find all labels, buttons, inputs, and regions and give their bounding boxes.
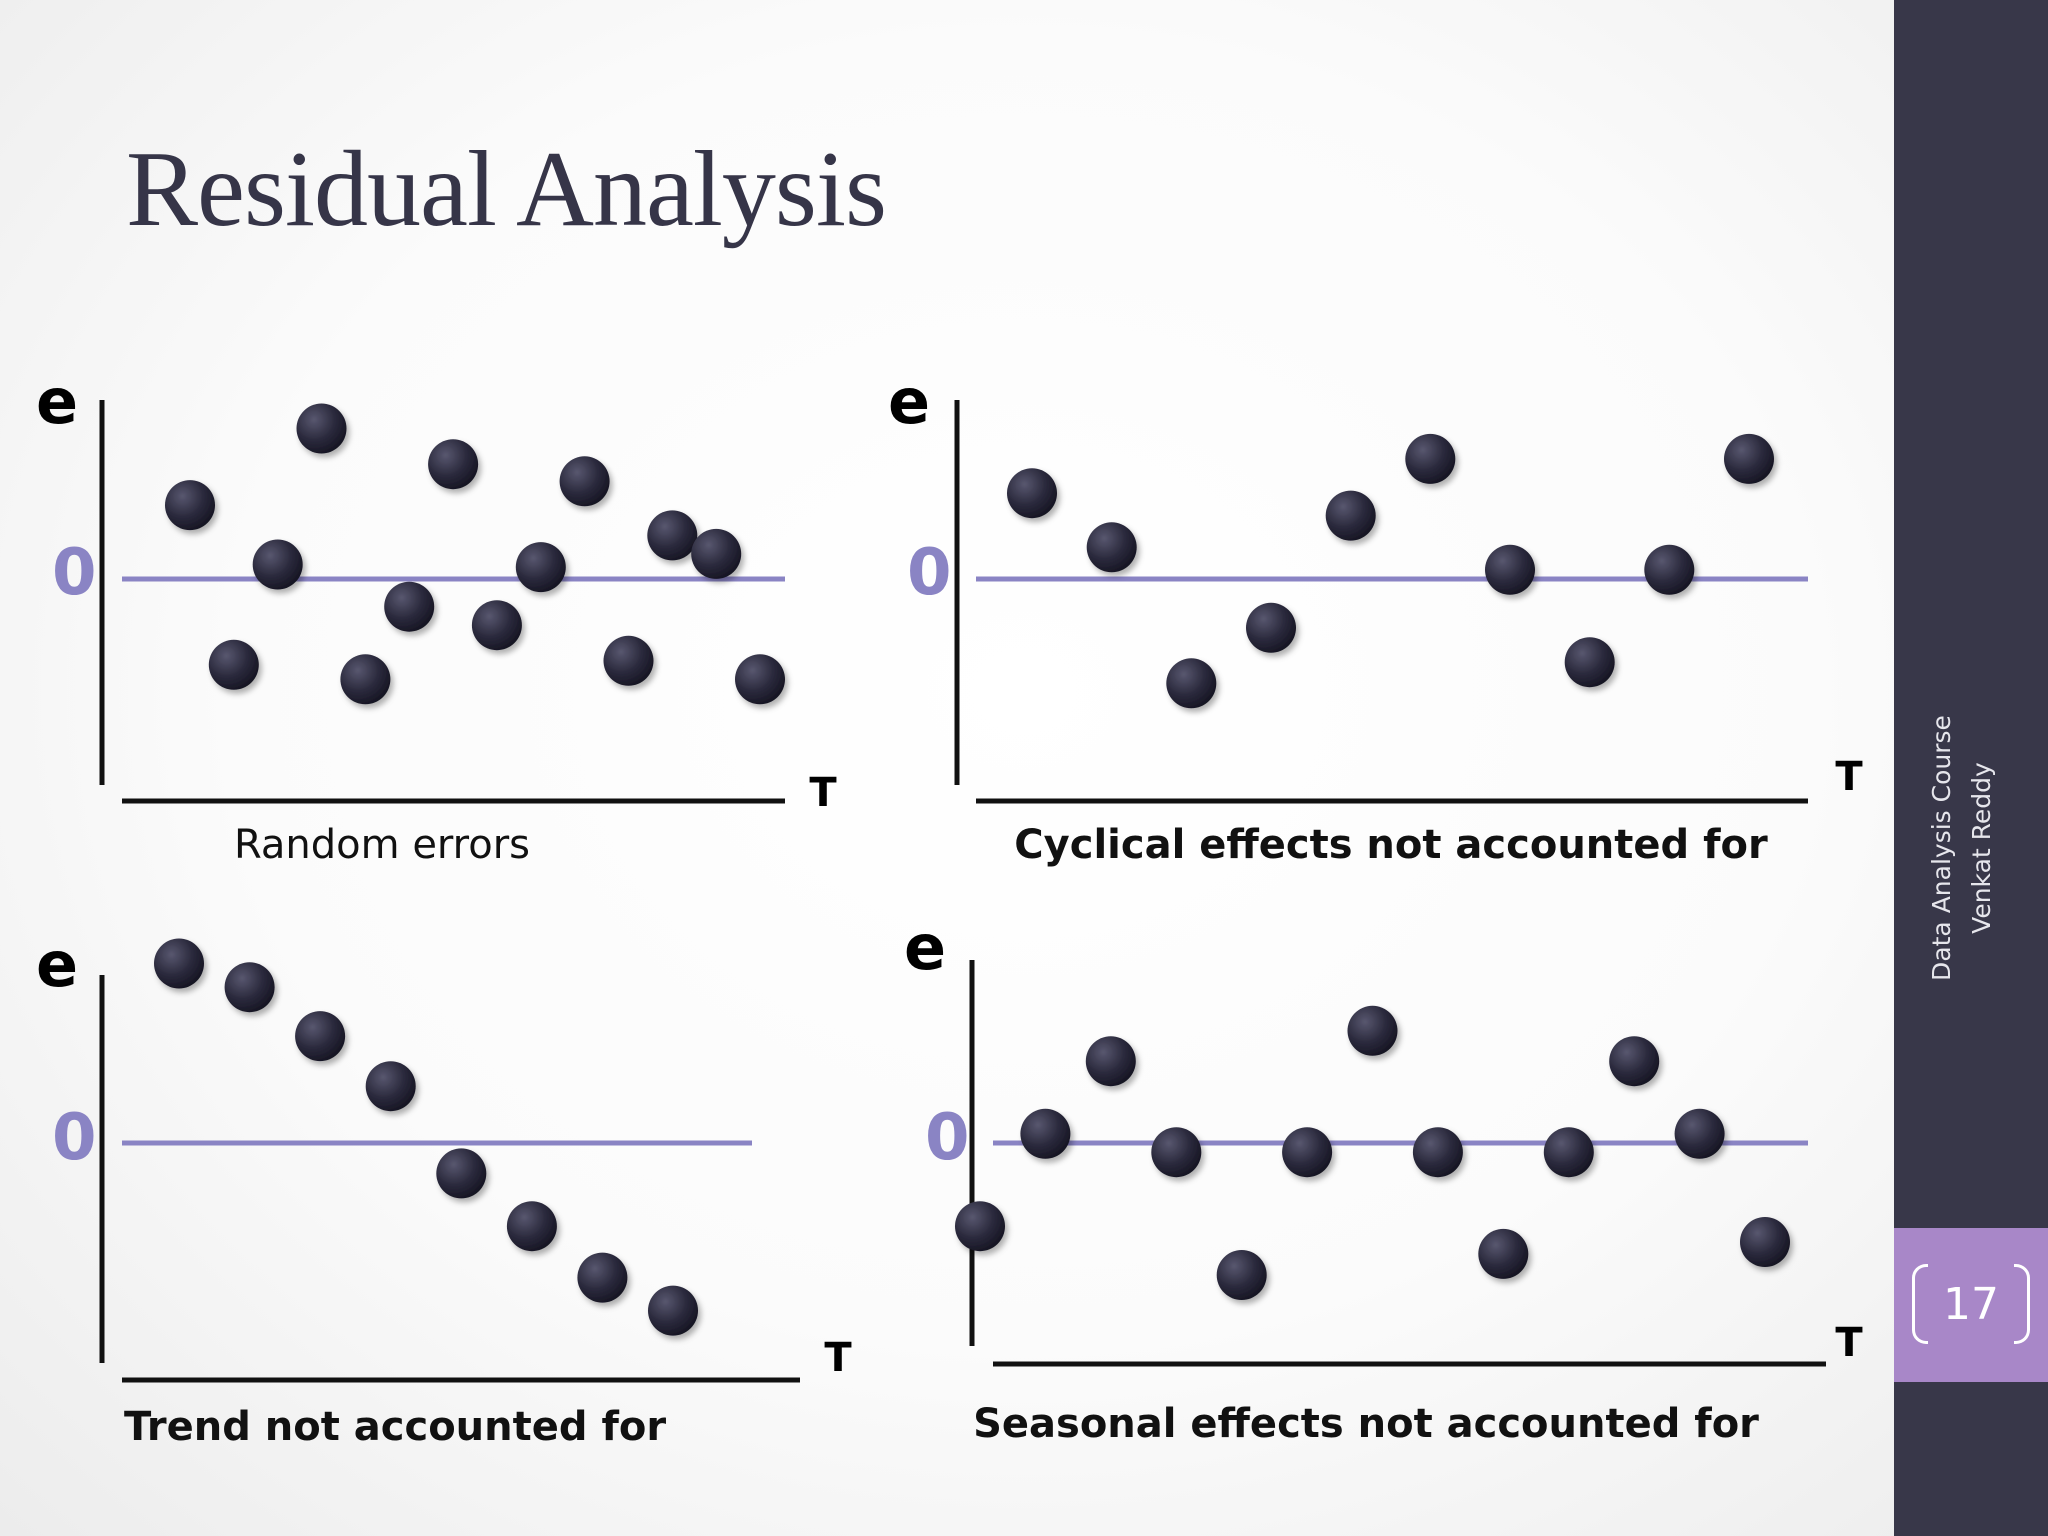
residual-point xyxy=(1485,544,1535,595)
residual-point xyxy=(1609,1036,1660,1087)
residual-point xyxy=(1282,1127,1333,1178)
chart-caption: Seasonal effects not accounted for xyxy=(973,1401,1759,1447)
residual-point xyxy=(1085,1036,1136,1087)
residual-point xyxy=(471,600,522,651)
residual-point xyxy=(295,1011,346,1062)
residual-point xyxy=(1086,522,1137,573)
residual-point xyxy=(436,1148,487,1199)
y-axis-label: e xyxy=(888,365,930,438)
y-axis-label: e xyxy=(36,365,78,438)
residual-point xyxy=(1405,433,1456,484)
zero-label: 0 xyxy=(907,536,952,610)
zero-label: 0 xyxy=(925,1101,970,1175)
chart-caption: Cyclical effects not accounted for xyxy=(1014,822,1768,868)
residual-point xyxy=(559,456,610,507)
x-axis-label: T xyxy=(1835,754,1863,800)
residual-point xyxy=(506,1201,557,1252)
residual-point xyxy=(1724,433,1774,484)
residual-point xyxy=(154,938,204,989)
residual-point xyxy=(224,962,275,1013)
y-axis-label: e xyxy=(36,928,78,1001)
slide-title: Residual Analysis xyxy=(126,130,887,249)
bracket-right-icon xyxy=(2014,1264,2030,1344)
residual-point xyxy=(691,528,742,579)
residual-point xyxy=(1020,1108,1071,1159)
residual-point xyxy=(208,639,259,690)
sidebar-credit: Data Analysis Course Venkat Reddy xyxy=(1922,678,2002,1018)
x-axis-label: T xyxy=(1835,1320,1863,1366)
author-name: Venkat Reddy xyxy=(1967,762,1996,934)
zero-label: 0 xyxy=(52,536,97,610)
x-axis-label: T xyxy=(824,1335,852,1381)
residual-point xyxy=(647,510,698,561)
residual-point xyxy=(648,1285,698,1336)
residual-point xyxy=(1325,490,1376,541)
residual-point xyxy=(1151,1127,1202,1178)
residual-point xyxy=(515,542,566,593)
residual-point xyxy=(1674,1108,1725,1159)
residual-point xyxy=(1644,544,1695,595)
x-axis-label: T xyxy=(809,770,837,816)
residual-point xyxy=(340,654,391,705)
charts-canvas: e 0 T Random errors e 0 T Cyclical effects not … xyxy=(36,365,1863,1450)
residual-point xyxy=(1216,1250,1267,1300)
chart-caption: Trend not accounted for xyxy=(124,1404,666,1450)
residual-point xyxy=(165,480,215,531)
chart-caption: Random errors xyxy=(234,822,530,868)
residual-point xyxy=(296,403,347,454)
residual-point xyxy=(1246,602,1296,653)
residual-point xyxy=(603,635,654,686)
residual-point xyxy=(1478,1228,1529,1279)
y-axis-label: e xyxy=(904,911,946,984)
zero-label: 0 xyxy=(52,1101,97,1175)
residual-point xyxy=(1347,1005,1398,1056)
residual-point xyxy=(365,1061,416,1112)
residual-point xyxy=(1166,658,1217,709)
residual-point xyxy=(428,439,479,490)
page-number-box: 17 xyxy=(1894,1228,2048,1382)
residual-point xyxy=(1412,1127,1463,1178)
residual-point xyxy=(1564,637,1615,688)
residual-point xyxy=(955,1201,1005,1252)
bracket-left-icon xyxy=(1912,1264,1928,1344)
residual-point xyxy=(735,654,785,705)
residual-point xyxy=(577,1252,628,1303)
page-number: 17 xyxy=(1943,1279,1999,1330)
course-name: Data Analysis Course xyxy=(1927,715,1956,981)
residual-point xyxy=(1007,468,1057,519)
residual-point xyxy=(1740,1217,1790,1267)
residual-point xyxy=(252,539,303,590)
residual-point xyxy=(384,581,435,632)
residual-point xyxy=(1543,1127,1594,1178)
